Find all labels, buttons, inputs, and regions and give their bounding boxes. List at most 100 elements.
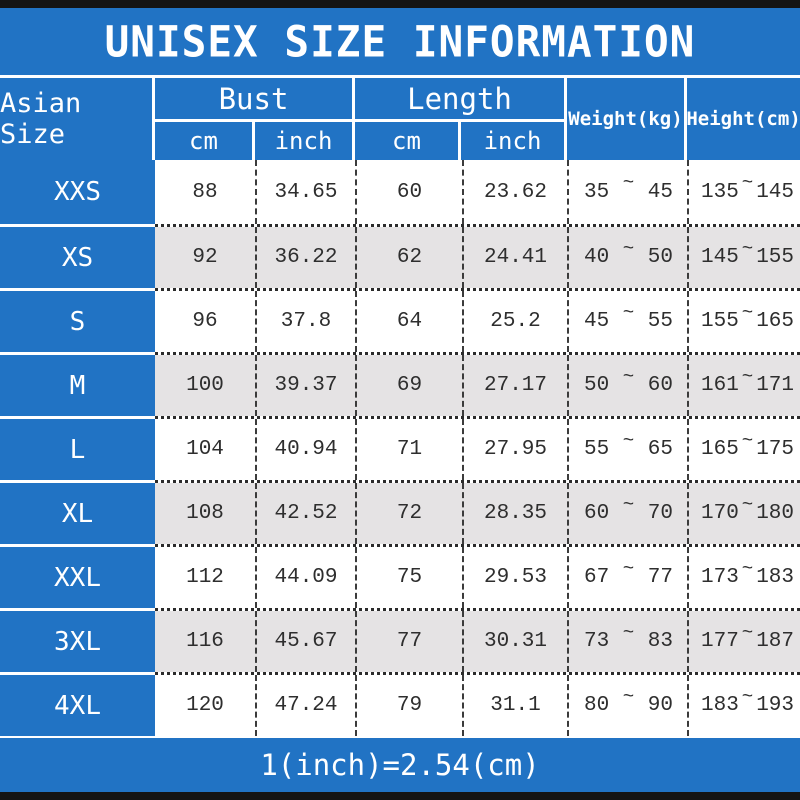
bust-cm-value: 116 bbox=[155, 611, 255, 672]
weight-max: 90 bbox=[647, 694, 673, 717]
tilde: ~ bbox=[741, 493, 754, 516]
table-header: Asian Size Bust cm inch Length cm inch W… bbox=[0, 78, 800, 160]
tilde: ~ bbox=[622, 493, 635, 516]
weight-range: 35 ~ 45 bbox=[567, 160, 687, 224]
height-max: 175 bbox=[756, 438, 794, 461]
height-range: 145 ~ 155 bbox=[687, 227, 800, 288]
height-min: 177 bbox=[701, 630, 739, 653]
tilde: ~ bbox=[741, 557, 754, 580]
size-label: 4XL bbox=[0, 672, 155, 736]
bust-inch-value: 42.52 bbox=[255, 483, 355, 544]
height-min: 165 bbox=[701, 438, 739, 461]
length-inch-value: 29.53 bbox=[462, 547, 567, 608]
length-cm-value: 69 bbox=[355, 355, 462, 416]
weight-min: 67 bbox=[584, 566, 610, 589]
table-row: XS 92 36.22 62 24.41 40 ~ 50 145 ~ 155 bbox=[0, 224, 800, 288]
length-inch-value: 28.35 bbox=[462, 483, 567, 544]
size-label: 3XL bbox=[0, 608, 155, 672]
tilde: ~ bbox=[741, 172, 754, 194]
tilde: ~ bbox=[741, 237, 754, 260]
weight-max: 60 bbox=[647, 374, 673, 397]
height-max: 180 bbox=[756, 502, 794, 525]
length-cm-value: 77 bbox=[355, 611, 462, 672]
tilde: ~ bbox=[622, 365, 635, 388]
height-max: 145 bbox=[756, 180, 794, 204]
header-length-inch: inch bbox=[483, 127, 542, 155]
header-asian-size: Asian Size bbox=[0, 78, 155, 160]
table-body: XXS 88 34.65 60 23.62 35 ~ 45 135 ~ 145 … bbox=[0, 160, 800, 736]
length-inch-value: 25.2 bbox=[462, 291, 567, 352]
length-cm-value: 72 bbox=[355, 483, 462, 544]
height-range: 177 ~ 187 bbox=[687, 611, 800, 672]
height-max: 183 bbox=[756, 566, 794, 589]
weight-range: 40 ~ 50 bbox=[567, 227, 687, 288]
bust-cm-value: 96 bbox=[155, 291, 255, 352]
height-min: 135 bbox=[701, 180, 739, 204]
weight-max: 65 bbox=[647, 438, 673, 461]
table-row: 4XL 120 47.24 79 31.1 80 ~ 90 183 ~ 193 bbox=[0, 672, 800, 736]
length-cm-value: 62 bbox=[355, 227, 462, 288]
height-min: 173 bbox=[701, 566, 739, 589]
tilde: ~ bbox=[741, 621, 754, 644]
bust-cm-value: 92 bbox=[155, 227, 255, 288]
size-label: S bbox=[0, 288, 155, 352]
height-range: 155 ~ 165 bbox=[687, 291, 800, 352]
size-label: XL bbox=[0, 480, 155, 544]
bust-inch-value: 36.22 bbox=[255, 227, 355, 288]
length-cm-value: 75 bbox=[355, 547, 462, 608]
tilde: ~ bbox=[622, 429, 635, 452]
weight-max: 70 bbox=[647, 502, 673, 525]
height-max: 193 bbox=[756, 694, 794, 717]
bust-inch-value: 45.67 bbox=[255, 611, 355, 672]
weight-min: 60 bbox=[584, 502, 610, 525]
header-bust-subs: cm inch bbox=[155, 122, 352, 160]
weight-min: 40 bbox=[584, 246, 610, 269]
tilde: ~ bbox=[622, 685, 635, 708]
size-label: XS bbox=[0, 224, 155, 288]
length-cm-value: 60 bbox=[355, 160, 462, 224]
length-inch-value: 27.95 bbox=[462, 419, 567, 480]
height-range: 170 ~ 180 bbox=[687, 483, 800, 544]
tilde: ~ bbox=[741, 429, 754, 452]
weight-max: 83 bbox=[647, 630, 673, 653]
length-inch-value: 31.1 bbox=[462, 675, 567, 736]
bust-inch-value: 44.09 bbox=[255, 547, 355, 608]
weight-min: 45 bbox=[584, 310, 610, 333]
length-cm-value: 64 bbox=[355, 291, 462, 352]
height-min: 170 bbox=[701, 502, 739, 525]
bust-inch-value: 40.94 bbox=[255, 419, 355, 480]
table-row: XXS 88 34.65 60 23.62 35 ~ 45 135 ~ 145 bbox=[0, 160, 800, 224]
bust-cm-value: 100 bbox=[155, 355, 255, 416]
header-group-length: Length cm inch bbox=[355, 78, 567, 160]
tilde: ~ bbox=[622, 172, 635, 194]
bust-cm-value: 104 bbox=[155, 419, 255, 480]
height-range: 135 ~ 145 bbox=[687, 160, 800, 224]
weight-range: 55 ~ 65 bbox=[567, 419, 687, 480]
weight-range: 50 ~ 60 bbox=[567, 355, 687, 416]
weight-min: 73 bbox=[584, 630, 610, 653]
tilde: ~ bbox=[741, 365, 754, 388]
header-group-bust: Bust cm inch bbox=[155, 78, 355, 160]
table-row: XL 108 42.52 72 28.35 60 ~ 70 170 ~ 180 bbox=[0, 480, 800, 544]
weight-range: 67 ~ 77 bbox=[567, 547, 687, 608]
header-bust-cm: cm bbox=[155, 122, 255, 160]
size-label: L bbox=[0, 416, 155, 480]
height-max: 155 bbox=[756, 246, 794, 269]
length-inch-value: 27.17 bbox=[462, 355, 567, 416]
weight-max: 77 bbox=[647, 566, 673, 589]
height-range: 165 ~ 175 bbox=[687, 419, 800, 480]
header-length-label: Length bbox=[355, 78, 564, 122]
weight-range: 60 ~ 70 bbox=[567, 483, 687, 544]
header-length-cm: cm bbox=[355, 122, 461, 160]
page-title: UNISEX SIZE INFORMATION bbox=[104, 16, 696, 67]
footer-band: 1(inch)=2.54(cm) bbox=[0, 738, 800, 792]
weight-min: 80 bbox=[584, 694, 610, 717]
table-row: M 100 39.37 69 27.17 50 ~ 60 161 ~ 171 bbox=[0, 352, 800, 416]
height-min: 161 bbox=[701, 374, 739, 397]
weight-max: 45 bbox=[647, 180, 673, 204]
tilde: ~ bbox=[622, 621, 635, 644]
length-inch-value: 23.62 bbox=[462, 160, 567, 224]
tilde: ~ bbox=[741, 301, 754, 324]
bust-inch-value: 37.8 bbox=[255, 291, 355, 352]
height-range: 183 ~ 193 bbox=[687, 675, 800, 736]
